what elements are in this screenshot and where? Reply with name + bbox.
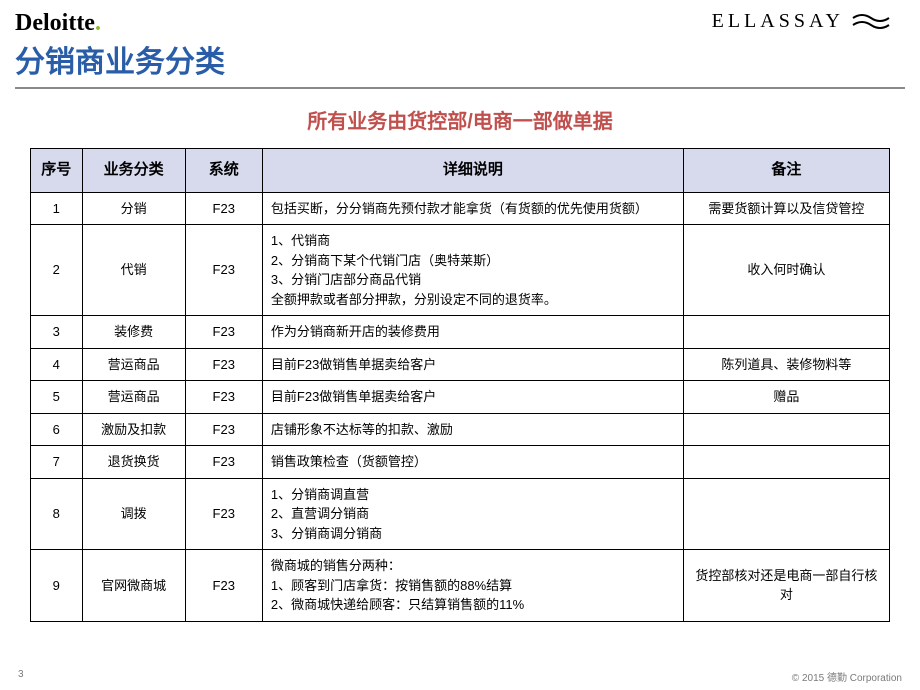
table-cell: 激励及扣款 <box>82 413 185 446</box>
table-cell: 货控部核对还是电商一部自行核对 <box>683 550 889 622</box>
table-cell: 收入何时确认 <box>683 225 889 316</box>
table-cell <box>683 446 889 479</box>
table-cell: F23 <box>185 348 262 381</box>
table-cell: F23 <box>185 413 262 446</box>
business-table: 序号业务分类系统详细说明备注 1分销F23包括买断，分分销商先预付款才能拿货（有… <box>30 148 890 622</box>
table-cell: 9 <box>31 550 83 622</box>
table-header-cell: 系统 <box>185 149 262 193</box>
table-cell: 需要货额计算以及信贷管控 <box>683 192 889 225</box>
page-subtitle: 所有业务由货控部/电商一部做单据 <box>0 105 920 134</box>
table-cell: 目前F23做销售单据卖给客户 <box>262 348 683 381</box>
table-cell <box>683 478 889 550</box>
table-row: 7退货换货F23销售政策检查（货额管控） <box>31 446 890 479</box>
table-body: 1分销F23包括买断，分分销商先预付款才能拿货（有货额的优先使用货额）需要货额计… <box>31 192 890 621</box>
table-cell: F23 <box>185 478 262 550</box>
table-cell: 退货换货 <box>82 446 185 479</box>
table-cell: 营运商品 <box>82 381 185 414</box>
table-header-cell: 备注 <box>683 149 889 193</box>
table-cell <box>683 413 889 446</box>
wave-icon <box>852 13 890 31</box>
table-cell: 作为分销商新开店的装修费用 <box>262 316 683 349</box>
table-row: 5营运商品F23目前F23做销售单据卖给客户赠品 <box>31 381 890 414</box>
header: Deloitte. ELLASSAY <box>0 0 920 37</box>
deloitte-logo-text: Deloitte <box>15 10 95 36</box>
table-cell <box>683 316 889 349</box>
table-cell: 包括买断，分分销商先预付款才能拿货（有货额的优先使用货额） <box>262 192 683 225</box>
table-cell: 3 <box>31 316 83 349</box>
table-cell: 分销 <box>82 192 185 225</box>
table-row: 4营运商品F23目前F23做销售单据卖给客户陈列道具、装修物料等 <box>31 348 890 381</box>
table-header-cell: 业务分类 <box>82 149 185 193</box>
ellassay-logo-text: ELLASSAY <box>712 10 844 33</box>
ellassay-logo: ELLASSAY <box>712 10 890 33</box>
title-rule <box>15 87 905 89</box>
table-cell: 代销 <box>82 225 185 316</box>
table-cell: 1、分销商调直营2、直营调分销商3、分销商调分销商 <box>262 478 683 550</box>
table-cell: 1、代销商2、分销商下某个代销门店（奥特莱斯）3、分销门店部分商品代销全额押款或… <box>262 225 683 316</box>
deloitte-logo: Deloitte. <box>15 10 101 37</box>
table-head: 序号业务分类系统详细说明备注 <box>31 149 890 193</box>
table-cell: 1 <box>31 192 83 225</box>
table-cell: 6 <box>31 413 83 446</box>
copyright: © 2015 德勤 Corporation <box>792 669 902 684</box>
table-cell: F23 <box>185 192 262 225</box>
table-cell: 5 <box>31 381 83 414</box>
table-cell: 装修费 <box>82 316 185 349</box>
table-cell: 目前F23做销售单据卖给客户 <box>262 381 683 414</box>
table-header-cell: 详细说明 <box>262 149 683 193</box>
table-cell: F23 <box>185 550 262 622</box>
table-cell: 4 <box>31 348 83 381</box>
table-row: 3装修费F23作为分销商新开店的装修费用 <box>31 316 890 349</box>
table-cell: 8 <box>31 478 83 550</box>
table-cell: F23 <box>185 225 262 316</box>
page-title: 分销商业务分类 <box>0 37 920 87</box>
page-number: 3 <box>18 669 24 684</box>
table-cell: 店铺形象不达标等的扣款、激励 <box>262 413 683 446</box>
deloitte-logo-dot: . <box>95 10 101 36</box>
table-cell: F23 <box>185 316 262 349</box>
table-cell: F23 <box>185 446 262 479</box>
table-cell: 赠品 <box>683 381 889 414</box>
table-row: 8调拨F231、分销商调直营2、直营调分销商3、分销商调分销商 <box>31 478 890 550</box>
table-header-row: 序号业务分类系统详细说明备注 <box>31 149 890 193</box>
table-cell: 7 <box>31 446 83 479</box>
table-cell: 微商城的销售分两种：1、顾客到门店拿货：按销售额的88%结算2、微商城快递给顾客… <box>262 550 683 622</box>
table-row: 2代销F231、代销商2、分销商下某个代销门店（奥特莱斯）3、分销门店部分商品代… <box>31 225 890 316</box>
footer: 3 © 2015 德勤 Corporation <box>0 669 920 684</box>
table-cell: 销售政策检查（货额管控） <box>262 446 683 479</box>
table-row: 1分销F23包括买断，分分销商先预付款才能拿货（有货额的优先使用货额）需要货额计… <box>31 192 890 225</box>
table-header-cell: 序号 <box>31 149 83 193</box>
table-cell: 营运商品 <box>82 348 185 381</box>
table-cell: 调拨 <box>82 478 185 550</box>
table-cell: F23 <box>185 381 262 414</box>
table-cell: 官网微商城 <box>82 550 185 622</box>
table-cell: 2 <box>31 225 83 316</box>
table-row: 9官网微商城F23微商城的销售分两种：1、顾客到门店拿货：按销售额的88%结算2… <box>31 550 890 622</box>
table-cell: 陈列道具、装修物料等 <box>683 348 889 381</box>
table-row: 6激励及扣款F23店铺形象不达标等的扣款、激励 <box>31 413 890 446</box>
table-container: 序号业务分类系统详细说明备注 1分销F23包括买断，分分销商先预付款才能拿货（有… <box>0 148 920 622</box>
